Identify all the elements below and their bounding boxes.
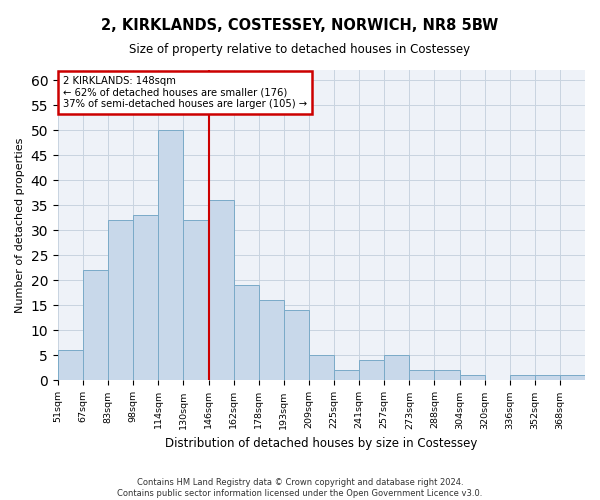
- Bar: [209, 200, 233, 380]
- Bar: [158, 130, 184, 380]
- Bar: [560, 376, 585, 380]
- Text: 2, KIRKLANDS, COSTESSEY, NORWICH, NR8 5BW: 2, KIRKLANDS, COSTESSEY, NORWICH, NR8 5B…: [101, 18, 499, 32]
- X-axis label: Distribution of detached houses by size in Costessey: Distribution of detached houses by size …: [165, 437, 478, 450]
- Bar: [83, 270, 108, 380]
- Bar: [259, 300, 284, 380]
- Bar: [108, 220, 133, 380]
- Text: Contains HM Land Registry data © Crown copyright and database right 2024.
Contai: Contains HM Land Registry data © Crown c…: [118, 478, 482, 498]
- Bar: [384, 356, 409, 380]
- Bar: [409, 370, 434, 380]
- Bar: [359, 360, 384, 380]
- Bar: [309, 356, 334, 380]
- Bar: [460, 376, 485, 380]
- Bar: [233, 286, 259, 380]
- Bar: [58, 350, 83, 380]
- Y-axis label: Number of detached properties: Number of detached properties: [15, 138, 25, 313]
- Text: 2 KIRKLANDS: 148sqm
← 62% of detached houses are smaller (176)
37% of semi-detac: 2 KIRKLANDS: 148sqm ← 62% of detached ho…: [63, 76, 307, 110]
- Text: Size of property relative to detached houses in Costessey: Size of property relative to detached ho…: [130, 42, 470, 56]
- Bar: [133, 215, 158, 380]
- Bar: [184, 220, 209, 380]
- Bar: [284, 310, 309, 380]
- Bar: [535, 376, 560, 380]
- Bar: [434, 370, 460, 380]
- Bar: [334, 370, 359, 380]
- Bar: [510, 376, 535, 380]
